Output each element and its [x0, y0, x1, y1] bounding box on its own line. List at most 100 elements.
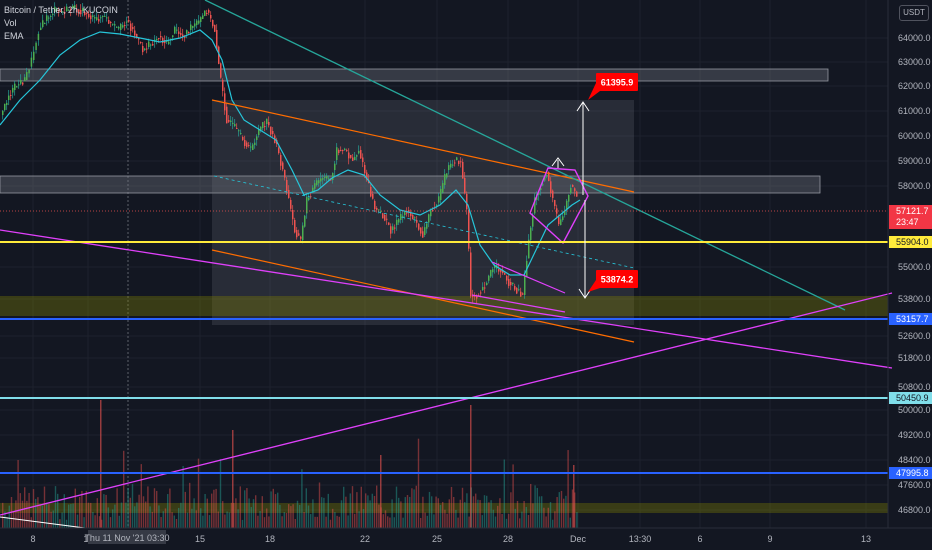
volume-bar: [442, 501, 444, 528]
candle: [272, 131, 274, 134]
volume-bar: [490, 500, 492, 528]
volume-bar: [389, 517, 391, 528]
volume-bar: [483, 495, 486, 528]
candle: [360, 150, 362, 159]
y-tick-label: 49200.0: [898, 430, 931, 440]
volume-bar: [116, 488, 118, 528]
volume-bar: [351, 486, 354, 528]
candle: [292, 210, 294, 220]
volume-bar: [519, 518, 521, 528]
candle: [262, 122, 264, 128]
volume-bar: [230, 502, 233, 528]
volume-bar: [554, 511, 556, 528]
currency-button[interactable]: USDT: [899, 5, 929, 21]
candle: [180, 33, 182, 36]
candle: [66, 6, 68, 11]
volume-bar: [492, 509, 494, 528]
candle: [224, 93, 226, 111]
volume-bar: [189, 482, 191, 528]
candle: [132, 27, 134, 30]
axis-price-tag: [889, 236, 932, 248]
volume-bar: [532, 503, 534, 528]
volume-bar: [268, 516, 270, 528]
candle: [554, 200, 556, 207]
candle: [284, 170, 286, 178]
candle: [140, 42, 142, 44]
volume-bar: [567, 450, 569, 528]
candle: [156, 38, 158, 40]
volume-bar: [4, 511, 6, 528]
candle: [52, 13, 54, 15]
volume-bar: [431, 496, 433, 528]
candle: [432, 210, 434, 212]
x-tick-label: 13: [861, 534, 871, 544]
candle: [182, 34, 184, 37]
volume-bar: [213, 489, 215, 528]
candle: [376, 208, 378, 210]
candle: [394, 227, 396, 229]
volume-bar: [283, 512, 285, 528]
magenta-diamond: [529, 167, 589, 245]
candle: [416, 220, 418, 223]
volume-bar: [50, 511, 52, 528]
candle: [406, 212, 408, 214]
candle: [50, 15, 52, 17]
volume-bar: [96, 498, 98, 528]
candle: [514, 286, 516, 290]
y-tick-label: 62000.0: [898, 81, 931, 91]
candle: [302, 225, 304, 240]
candle: [370, 187, 372, 197]
candle: [576, 191, 578, 197]
volume-bar: [503, 459, 505, 528]
volume-bar: [505, 518, 508, 528]
candle: [244, 140, 246, 146]
volume-bar: [186, 512, 189, 528]
volume-bar: [356, 492, 358, 528]
candle: [142, 46, 144, 53]
volume-bar: [501, 513, 503, 528]
volume-bar: [376, 485, 378, 528]
candle: [178, 31, 180, 34]
candle: [228, 120, 230, 122]
volume-bar: [131, 484, 134, 528]
volume-bar: [184, 491, 186, 528]
volume-bar: [472, 496, 475, 528]
volume-bar: [136, 502, 138, 528]
volume-bar: [175, 518, 178, 528]
volume-bar: [103, 494, 105, 528]
candle: [54, 6, 56, 12]
volume-bar: [8, 505, 10, 528]
volume-bar: [255, 495, 257, 528]
axis-price-tag: [889, 205, 932, 229]
candle: [230, 120, 232, 122]
volume-bar: [200, 508, 202, 528]
candle: [492, 269, 494, 273]
arrow-head: [551, 157, 565, 167]
candle: [528, 239, 530, 259]
candle: [146, 48, 148, 50]
support-zone: [0, 296, 888, 316]
volume-bar: [92, 511, 94, 528]
candle: [232, 122, 234, 124]
candle: [410, 212, 412, 217]
volume-bar: [384, 510, 387, 528]
volume-bar: [343, 486, 345, 528]
candle: [502, 270, 504, 274]
volume-bar: [574, 492, 576, 528]
candle: [312, 187, 314, 193]
volume-bar: [215, 488, 217, 528]
ema-line: [0, 29, 581, 276]
volume-bar: [90, 502, 92, 528]
candle: [238, 130, 240, 132]
volume-bar: [167, 494, 169, 528]
candle: [562, 216, 564, 220]
candle: [332, 173, 334, 180]
candle: [364, 165, 366, 174]
chart-legend: Bitcoin / Tether, 2h, KUCOIN Vol EMA: [4, 4, 118, 43]
volume-bar: [120, 502, 123, 528]
candle: [112, 23, 114, 25]
x-tick-label: 6: [697, 534, 702, 544]
candle: [402, 215, 404, 218]
candle: [326, 175, 328, 179]
